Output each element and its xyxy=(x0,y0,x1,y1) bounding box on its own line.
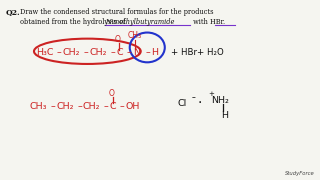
Text: O: O xyxy=(115,35,121,44)
Text: Draw the condensed structural formulas for the products: Draw the condensed structural formulas f… xyxy=(20,8,214,16)
Text: with HBr.: with HBr. xyxy=(191,17,225,26)
Text: CH₂: CH₂ xyxy=(62,48,80,57)
Text: –: – xyxy=(56,48,61,57)
Text: obtained from the hydrolysis of: obtained from the hydrolysis of xyxy=(20,17,128,26)
Text: H₃C: H₃C xyxy=(36,48,53,57)
Text: –: – xyxy=(84,48,88,57)
Text: –: – xyxy=(146,48,150,57)
Text: –: – xyxy=(111,48,116,57)
Text: CH₂: CH₂ xyxy=(89,48,107,57)
Text: StudyForce: StudyForce xyxy=(285,171,315,176)
Text: CH₂: CH₂ xyxy=(56,102,74,111)
Text: NH₂: NH₂ xyxy=(211,96,229,105)
Text: H: H xyxy=(151,48,158,57)
Text: Q2.: Q2. xyxy=(5,8,20,16)
Text: + HBr+ H₂O: + HBr+ H₂O xyxy=(171,48,224,57)
Text: N-methylbutyramide: N-methylbutyramide xyxy=(105,17,175,26)
Text: –: – xyxy=(120,102,124,111)
Text: ·: · xyxy=(197,96,202,110)
Text: CH₃: CH₃ xyxy=(127,31,141,40)
Text: –: – xyxy=(191,94,195,103)
Text: –: – xyxy=(104,102,109,111)
Text: +: + xyxy=(208,91,214,97)
Text: –: – xyxy=(126,48,131,57)
Text: C: C xyxy=(110,102,116,111)
Text: –: – xyxy=(50,102,55,111)
Text: O: O xyxy=(108,89,114,98)
Text: N: N xyxy=(133,48,140,57)
Text: CH₂: CH₂ xyxy=(83,102,100,111)
Text: C: C xyxy=(117,48,123,57)
Text: OH: OH xyxy=(125,102,140,111)
Text: –: – xyxy=(77,102,82,111)
Text: H: H xyxy=(221,111,228,120)
Text: CH₃: CH₃ xyxy=(29,102,47,111)
Text: Cl: Cl xyxy=(178,99,187,108)
